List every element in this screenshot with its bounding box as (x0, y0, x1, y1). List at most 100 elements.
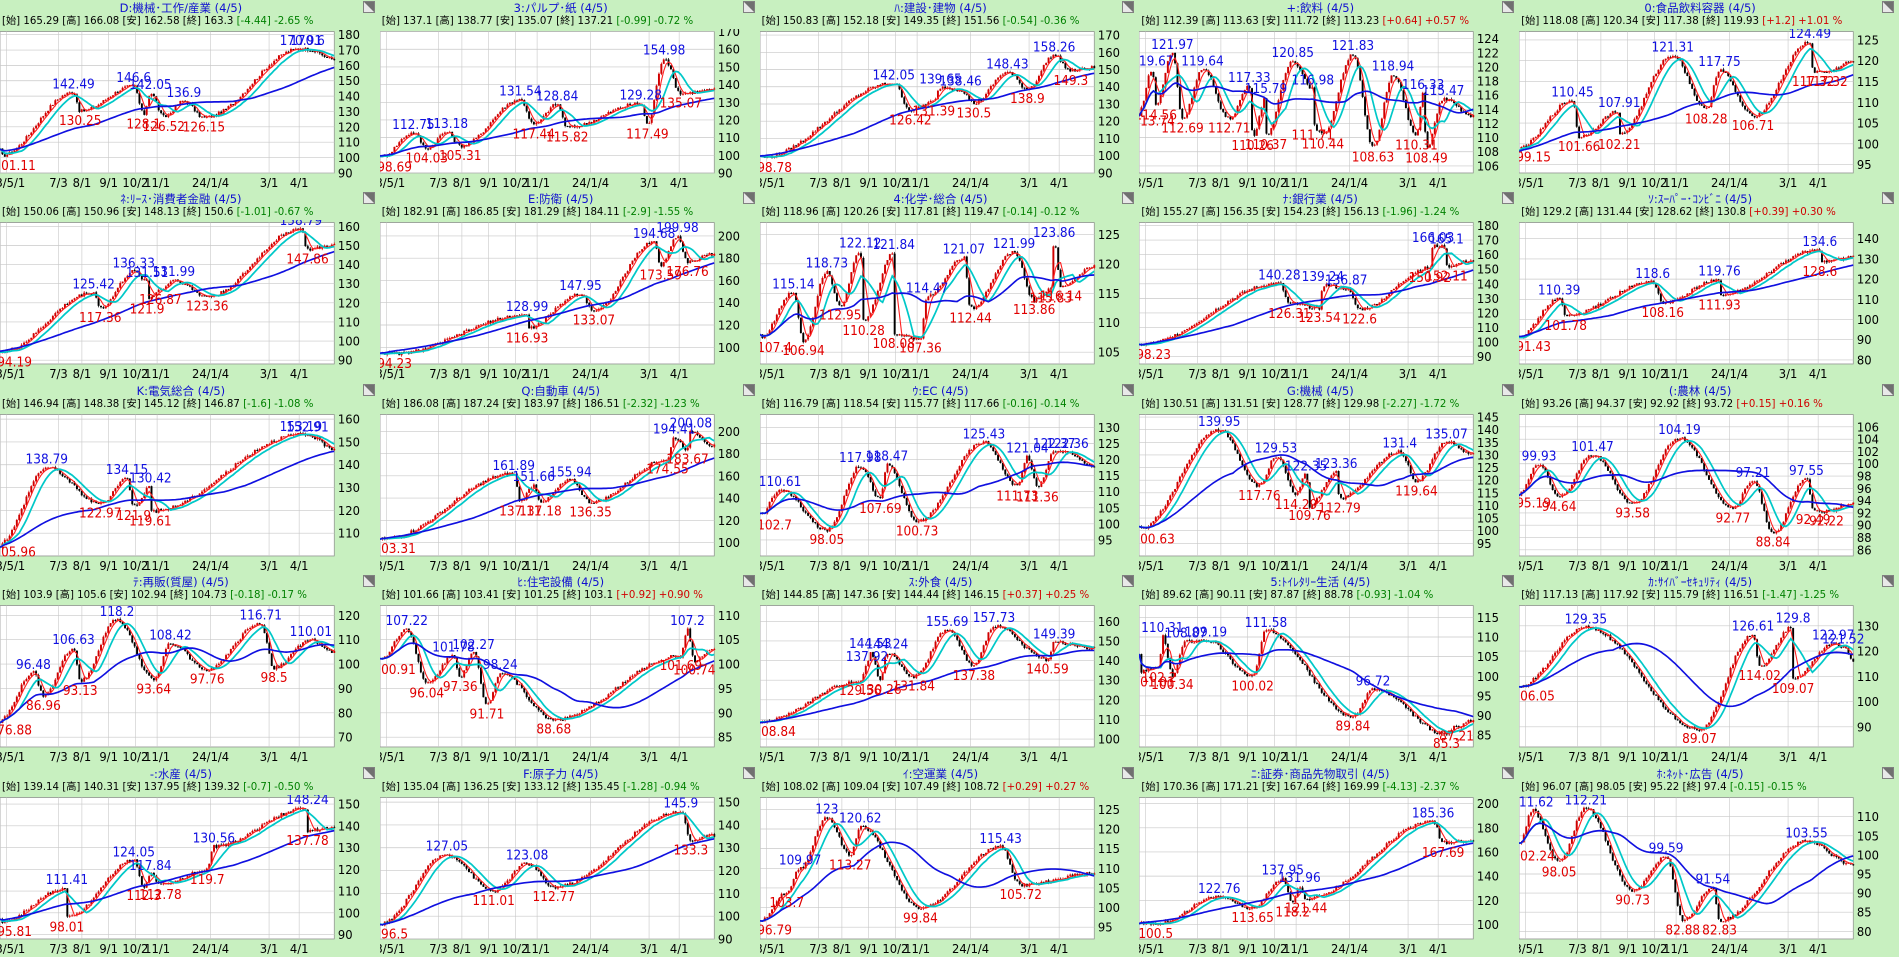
candlestick-chart: 9010011012013014015016023/5/17/38/19/110… (0, 220, 360, 380)
x-tick-label: 9/1 (1619, 176, 1638, 189)
panel-title[interactable]: ﾈ:ﾘｰｽ･消費者金融 (4/5) (120, 192, 242, 207)
expand-corner-icon[interactable] (1502, 192, 1515, 205)
candle-body (1051, 451, 1054, 455)
panel-title[interactable]: 3:パルプ･紙 (4/5) (513, 1, 608, 15)
candle-body (936, 288, 939, 293)
expand-corner-icon[interactable] (1122, 192, 1135, 205)
ma-short-line (0, 48, 335, 155)
expand-corner-icon[interactable] (1122, 1, 1135, 13)
expand-corner-icon[interactable] (1502, 383, 1515, 396)
candle-body (1157, 516, 1160, 518)
y-tick-label: 180 (718, 447, 740, 461)
candle-body (1407, 278, 1410, 281)
candle-body (241, 93, 244, 97)
y-tick-label: 90 (1097, 166, 1112, 180)
panel-title[interactable]: +:飲料 (4/5) (1286, 1, 1355, 15)
candle-body (128, 84, 131, 86)
candle-body (859, 253, 862, 259)
candle-body (119, 90, 122, 93)
panel-title[interactable]: ﾊ:建設･建物 (4/5) (894, 1, 987, 15)
candle-body (467, 330, 470, 332)
y-tick-label: 130 (1477, 292, 1499, 306)
expand-corner-icon[interactable] (1881, 1, 1894, 13)
candle-body (813, 521, 816, 523)
panel-title[interactable]: (:農林 (4/5) (1668, 383, 1732, 398)
expand-corner-icon[interactable] (362, 192, 375, 205)
candle-body (580, 490, 583, 495)
x-tick-label: 23/5/1 (1519, 367, 1544, 380)
expand-corner-icon[interactable] (362, 383, 375, 396)
panel-title[interactable]: ﾅ:銀行業 (4/5) (1282, 192, 1358, 207)
peak-label: 138.46 (939, 73, 982, 88)
candle-body (232, 468, 235, 470)
expand-corner-icon[interactable] (742, 383, 755, 396)
candle-body (1229, 436, 1232, 440)
candle-body (1328, 127, 1331, 133)
candle-body (277, 236, 280, 241)
candle-body (246, 88, 249, 93)
y-tick-label: 112 (1477, 117, 1499, 131)
y-tick-label: 92 (1857, 506, 1872, 520)
candle-body (32, 128, 35, 133)
candle-body (289, 434, 292, 436)
candle-body (1386, 456, 1389, 459)
panel-title[interactable]: E:防衛 (4/5) (528, 192, 594, 207)
candle-body (282, 235, 285, 237)
candle-body (539, 119, 542, 123)
candle-body (984, 292, 987, 298)
expand-corner-icon[interactable] (1502, 1, 1515, 13)
candle-body (1407, 460, 1410, 466)
candle-body (958, 465, 961, 471)
candle-body (910, 336, 913, 339)
candle-body (1306, 473, 1309, 483)
ohlc-open: [始] 150.06 (2, 207, 63, 219)
candlestick-chart: 10610811011211411611812012212423/5/17/38… (1139, 31, 1499, 188)
candle-body (1842, 63, 1845, 66)
candle-body (1325, 132, 1328, 134)
candle-body (1256, 482, 1259, 487)
candle-body (1585, 310, 1588, 314)
expand-corner-icon[interactable] (1122, 383, 1135, 396)
candle-body (530, 118, 533, 122)
change-value: [+0.39] +0.30 % (1749, 207, 1836, 219)
candle-body (189, 497, 191, 502)
expand-corner-icon[interactable] (1881, 192, 1894, 205)
expand-corner-icon[interactable] (1881, 383, 1894, 396)
panel-title[interactable]: G:機械 (4/5) (1286, 383, 1354, 398)
candle-body (1193, 87, 1196, 98)
x-tick-label: 9/1 (859, 559, 878, 572)
candle-body (1821, 251, 1824, 263)
candle-body (965, 256, 968, 278)
candle-body (287, 51, 290, 53)
trough-label: 116.93 (506, 331, 549, 346)
trough-label: 121.9 (116, 508, 151, 523)
candle-body (1381, 299, 1384, 303)
candle-body (54, 100, 57, 105)
candle-body (679, 440, 682, 443)
change-value: [-0.14] -0.12 % (1002, 207, 1080, 219)
expand-corner-icon[interactable] (742, 1, 755, 13)
panel-title[interactable]: K:電気総合 (4/5) (136, 383, 226, 398)
candle-body (467, 488, 470, 492)
candle-body (1078, 274, 1081, 278)
panel-title[interactable]: 0:食品飲料容器 (4/5) (1644, 1, 1756, 15)
candle-body (61, 95, 64, 99)
panel-title[interactable]: ｿ:ｽｰﾊﾟｰ･ｺﾝﾋﾞﾆ (4/5) (1648, 192, 1753, 207)
candle-body (794, 145, 797, 147)
panel-title[interactable]: D:機械･工作/産業 (4/5) (119, 1, 243, 15)
expand-corner-icon[interactable] (362, 1, 375, 13)
candle-body (530, 487, 533, 489)
panel-title[interactable]: Q:自動車 (4/5) (521, 383, 600, 398)
candle-body (1470, 114, 1473, 118)
expand-corner-icon[interactable] (742, 192, 755, 205)
candle-body (1222, 108, 1225, 112)
trough-label: 117.32 (1805, 74, 1848, 89)
candle-body (1400, 450, 1403, 454)
candle-body (1383, 299, 1386, 301)
candle-body (878, 283, 881, 292)
candle-body (44, 112, 47, 117)
panel-title[interactable]: ｳ:EC (4/5) (912, 383, 969, 398)
panel-title[interactable]: 4:化学･総合 (4/5) (893, 192, 988, 207)
candle-body (1071, 451, 1074, 455)
candle-body (289, 231, 292, 234)
